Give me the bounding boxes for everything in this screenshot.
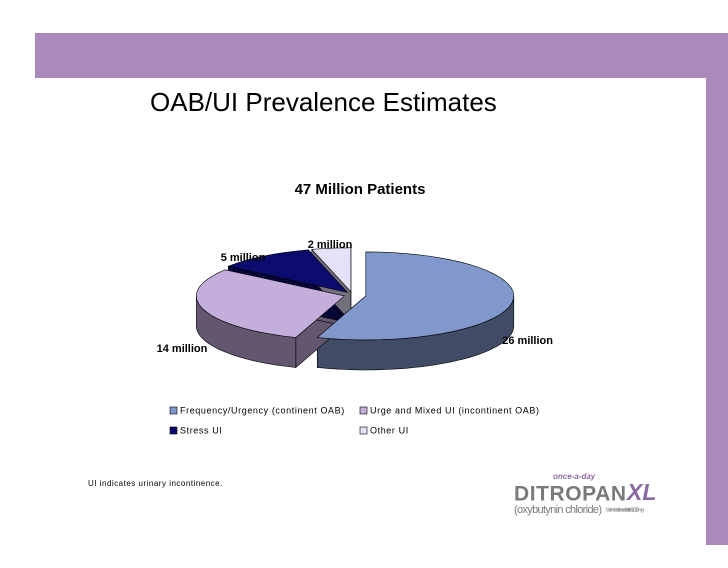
- slice: [227, 249, 349, 293]
- logo-tagline: once-a-day: [553, 472, 596, 481]
- legend-label: Frequency/Urgency (continent OAB): [180, 405, 345, 415]
- data-label: 14 million: [157, 343, 208, 355]
- slide-title: OAB/UI Prevalence Estimates: [150, 87, 497, 117]
- legend-swatch: [359, 426, 368, 435]
- header-band: [35, 33, 728, 78]
- logo-brand: DITROPAN: [514, 483, 626, 506]
- legend: Frequency/Urgency (continent OAB) Urge an…: [169, 405, 540, 435]
- slice: [316, 251, 515, 341]
- logo-brand-suffix: XL: [625, 479, 656, 505]
- pie: 26 million 14 million 5 million 2 million: [157, 239, 553, 371]
- footnote: UI indicates urinary incontinence.: [88, 479, 223, 488]
- legend-label: Urge and Mixed UI (incontinent OAB): [370, 405, 540, 415]
- slice: [196, 269, 346, 338]
- legend-label: Other UI: [370, 425, 409, 435]
- legend-swatch: [359, 406, 368, 415]
- slice: [311, 247, 352, 293]
- chart-subtitle: 47 Million Patients: [295, 181, 426, 198]
- side-band: [706, 33, 728, 545]
- data-label: 5 million: [221, 252, 266, 264]
- logo-form: Extended-release tablets 5, 10, 15 mg: [606, 507, 644, 513]
- data-label: 2 million: [308, 239, 353, 251]
- legend-swatch: [169, 426, 178, 435]
- logo-generic: (oxybutynin chloride): [514, 504, 602, 516]
- legend-swatch: [169, 406, 178, 415]
- logo: once-a-day DITROPAN XL (oxybutynin chlor…: [514, 472, 656, 516]
- legend-label: Stress UI: [180, 425, 222, 435]
- data-label: 26 million: [502, 335, 553, 347]
